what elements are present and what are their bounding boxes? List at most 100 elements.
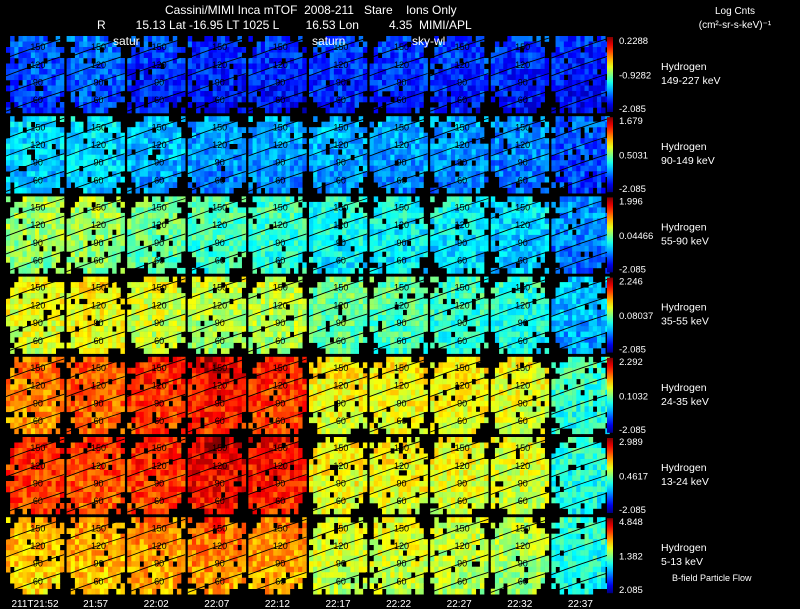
pixel-cell	[394, 132, 399, 139]
pixel-cell	[168, 154, 174, 161]
pixel-cell	[588, 107, 594, 114]
pixel-cell	[220, 201, 226, 208]
pixel-cell	[302, 58, 307, 64]
pixel-cell	[127, 85, 132, 92]
pixel-cell	[281, 256, 286, 263]
pixel-cell	[285, 187, 291, 194]
contour-line	[308, 117, 368, 139]
pixel-cell	[14, 187, 19, 194]
pixel-cell	[369, 69, 375, 75]
contour-line	[369, 37, 428, 59]
pixel-cell	[43, 176, 48, 183]
pixel-cell	[248, 245, 253, 252]
pixel-cell	[511, 160, 516, 166]
pixel-cell	[321, 256, 326, 263]
pixel-cell	[394, 80, 399, 86]
pixel-cell	[519, 116, 525, 122]
pixel-cell	[285, 102, 291, 108]
pixel-cell	[536, 58, 541, 64]
pixel-cell	[55, 107, 61, 114]
pixel-cell	[390, 256, 395, 263]
pixel-cell	[459, 165, 464, 172]
pixel-cell	[91, 176, 96, 183]
pixel-cell	[168, 165, 174, 172]
pixel-cell	[112, 138, 117, 144]
pixel-cell	[285, 138, 291, 144]
pixel-cell	[127, 138, 132, 144]
pixel-cell	[91, 107, 96, 114]
pixel-cell	[471, 154, 477, 161]
pixel-cell	[26, 154, 32, 161]
pixel-cell	[499, 201, 504, 208]
contour-line	[369, 198, 428, 219]
pixel-cell	[386, 229, 391, 236]
pixel-cell	[168, 91, 174, 97]
pixel-cell	[411, 102, 416, 108]
pixel-cell	[285, 63, 291, 70]
pixel-cell	[459, 85, 464, 92]
pixel-cell	[346, 36, 351, 42]
pixel-cell	[394, 47, 399, 53]
pixel-cell	[333, 176, 339, 183]
pixel-cell	[225, 223, 230, 230]
pixel-cell	[450, 240, 456, 247]
pixel-cell	[47, 80, 52, 86]
pixel-cell	[490, 121, 496, 128]
pixel-cell	[156, 212, 161, 219]
pixel-cell	[467, 74, 472, 81]
contour-line	[490, 153, 549, 175]
pixel-cell	[346, 52, 351, 59]
pixel-cell	[135, 201, 140, 208]
pixel-cell	[576, 116, 581, 122]
pixel-cell	[358, 116, 364, 122]
pixel-cell	[402, 63, 408, 70]
pixel-cell	[30, 218, 36, 225]
pixel-cell	[362, 171, 368, 177]
pixel-cell	[459, 47, 464, 53]
pixel-cell	[164, 207, 169, 214]
pixel-cell	[438, 251, 443, 258]
pixel-cell	[233, 91, 238, 97]
pixel-cell	[87, 132, 92, 139]
pixel-cell	[264, 149, 270, 155]
pixel-cell	[99, 229, 105, 236]
pixel-cell	[415, 52, 420, 59]
pixel-cell	[273, 102, 278, 108]
pixel-cell	[212, 91, 218, 97]
pixel-cell	[532, 69, 537, 75]
pixel-cell	[14, 63, 19, 70]
pixel-cell	[260, 69, 266, 75]
pixel-cell	[108, 41, 113, 48]
pixel-cell	[281, 212, 286, 219]
pixel-cell	[551, 143, 556, 150]
pixel-cell	[152, 116, 157, 122]
pixel-cell	[519, 96, 525, 103]
pixel-cell	[467, 132, 472, 139]
pixel-cell	[181, 85, 186, 92]
pixel-cell	[507, 121, 512, 128]
pixel-cell	[18, 47, 23, 53]
pixel-cell	[131, 256, 136, 263]
pixel-cell	[281, 47, 286, 53]
pixel-cell	[55, 171, 61, 177]
pixel-cell	[248, 143, 253, 150]
pixel-cell	[252, 267, 257, 274]
pixel-cell	[135, 182, 140, 188]
pixel-cell	[43, 102, 48, 108]
pixel-cell	[83, 240, 88, 247]
contour-label: 60	[215, 175, 225, 185]
pixel-cell	[229, 212, 234, 219]
pixel-cell	[225, 262, 230, 269]
pixel-cell	[260, 149, 266, 155]
pixel-cell	[338, 132, 343, 139]
pixel-cell	[22, 85, 28, 92]
pixel-cell	[147, 96, 153, 103]
pixel-cell	[204, 267, 209, 274]
pixel-cell	[112, 74, 117, 81]
pixel-cell	[475, 234, 481, 241]
pixel-cell	[168, 85, 174, 92]
pixel-cell	[139, 63, 145, 70]
pixel-cell	[10, 80, 15, 86]
pixel-cell	[220, 69, 226, 75]
pixel-cell	[386, 201, 391, 208]
